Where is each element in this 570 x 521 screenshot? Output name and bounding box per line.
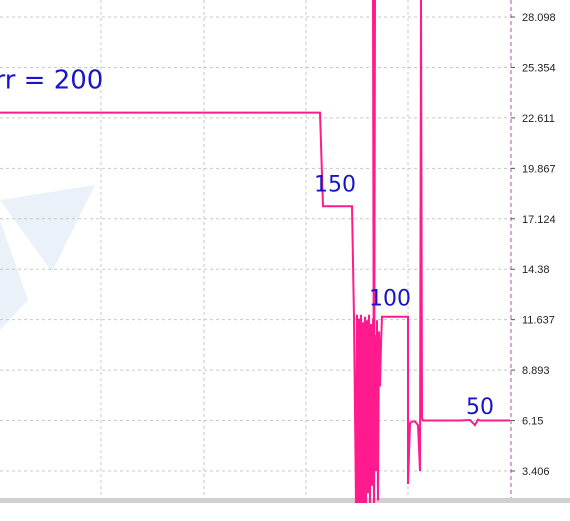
watermark-logo [0, 185, 95, 330]
annotations: Arr = 200 150 100 50 [0, 66, 494, 420]
bottom-strip [0, 498, 570, 503]
watermark-shape [0, 185, 95, 330]
annotation-label: Arr = 200 [0, 66, 103, 96]
y-tick-label: 11.637 [522, 315, 555, 327]
y-tick-label: 6.15 [522, 416, 543, 428]
y-axis: 28.098 25.354 22.611 19.867 17.124 14.38 11.63… [511, 12, 556, 478]
annotation-label: 100 [369, 287, 411, 312]
y-tick-label: 25.354 [522, 62, 556, 74]
y-tick-label: 3.406 [522, 466, 550, 478]
y-tick-label: 19.867 [522, 163, 556, 175]
series-line-0 [0, 0, 510, 504]
plot-area [0, 0, 510, 504]
y-tick-label: 14.38 [522, 264, 550, 276]
annotation-label: 150 [314, 173, 356, 198]
annotation-label: 50 [466, 395, 494, 420]
y-tick-label: 22.611 [522, 113, 555, 125]
series-line-1 [372, 0, 376, 504]
y-tick-label: 28.098 [522, 12, 556, 24]
y-tick-label: 8.893 [522, 365, 550, 377]
y-tick-label: 17.124 [522, 214, 556, 226]
